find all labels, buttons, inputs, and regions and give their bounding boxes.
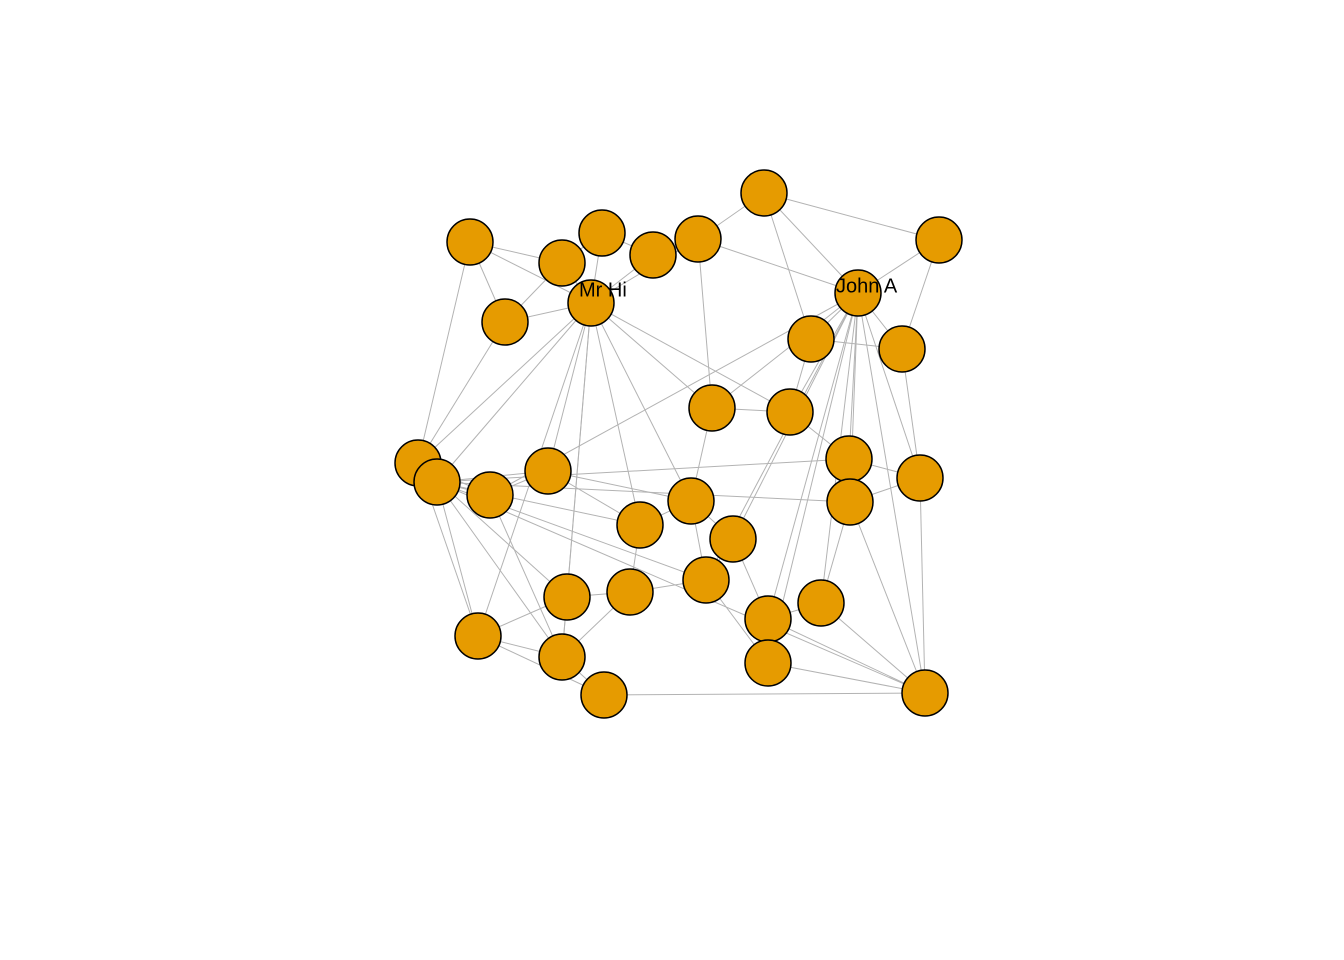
graph-node xyxy=(525,448,571,494)
graph-node xyxy=(916,217,962,263)
nodes-layer xyxy=(395,170,962,718)
graph-edge xyxy=(604,693,925,695)
graph-edge xyxy=(591,303,712,408)
graph-node xyxy=(630,232,676,278)
graph-node xyxy=(741,170,787,216)
graph-node xyxy=(745,640,791,686)
graph-edge xyxy=(698,239,858,293)
graph-node xyxy=(482,299,528,345)
graph-node xyxy=(745,596,791,642)
graph-edge xyxy=(591,303,691,501)
graph-edge xyxy=(418,322,505,463)
graph-node xyxy=(607,569,653,615)
graph-edge xyxy=(591,303,790,412)
graph-node xyxy=(579,210,625,256)
graph-edge xyxy=(698,239,712,408)
graph-node xyxy=(897,455,943,501)
graph-edge xyxy=(418,242,470,463)
graph-node xyxy=(767,389,813,435)
graph-node xyxy=(544,574,590,620)
graph-node xyxy=(902,670,948,716)
graph-node xyxy=(467,472,513,518)
graph-node xyxy=(668,478,714,524)
network-graph: Mr Hi John A xyxy=(0,0,1344,960)
graph-node xyxy=(710,516,756,562)
graph-node xyxy=(879,326,925,372)
node-label: John A xyxy=(836,275,898,297)
graph-edge xyxy=(764,193,939,240)
graph-node xyxy=(689,385,735,431)
graph-node xyxy=(683,557,729,603)
graph-edge xyxy=(768,619,925,693)
graph-node xyxy=(788,316,834,362)
graph-node xyxy=(827,479,873,525)
node-label: Mr Hi xyxy=(579,279,627,301)
graph-node xyxy=(447,219,493,265)
graph-node xyxy=(414,459,460,505)
graph-node xyxy=(581,672,627,718)
graph-node xyxy=(539,634,585,680)
graph-node xyxy=(798,580,844,626)
graph-node xyxy=(455,613,501,659)
graph-node xyxy=(826,436,872,482)
graph-node xyxy=(675,216,721,262)
graph-edge xyxy=(920,478,925,693)
graph-edge xyxy=(768,663,925,693)
graph-edge xyxy=(850,502,925,693)
graph-node xyxy=(617,502,663,548)
